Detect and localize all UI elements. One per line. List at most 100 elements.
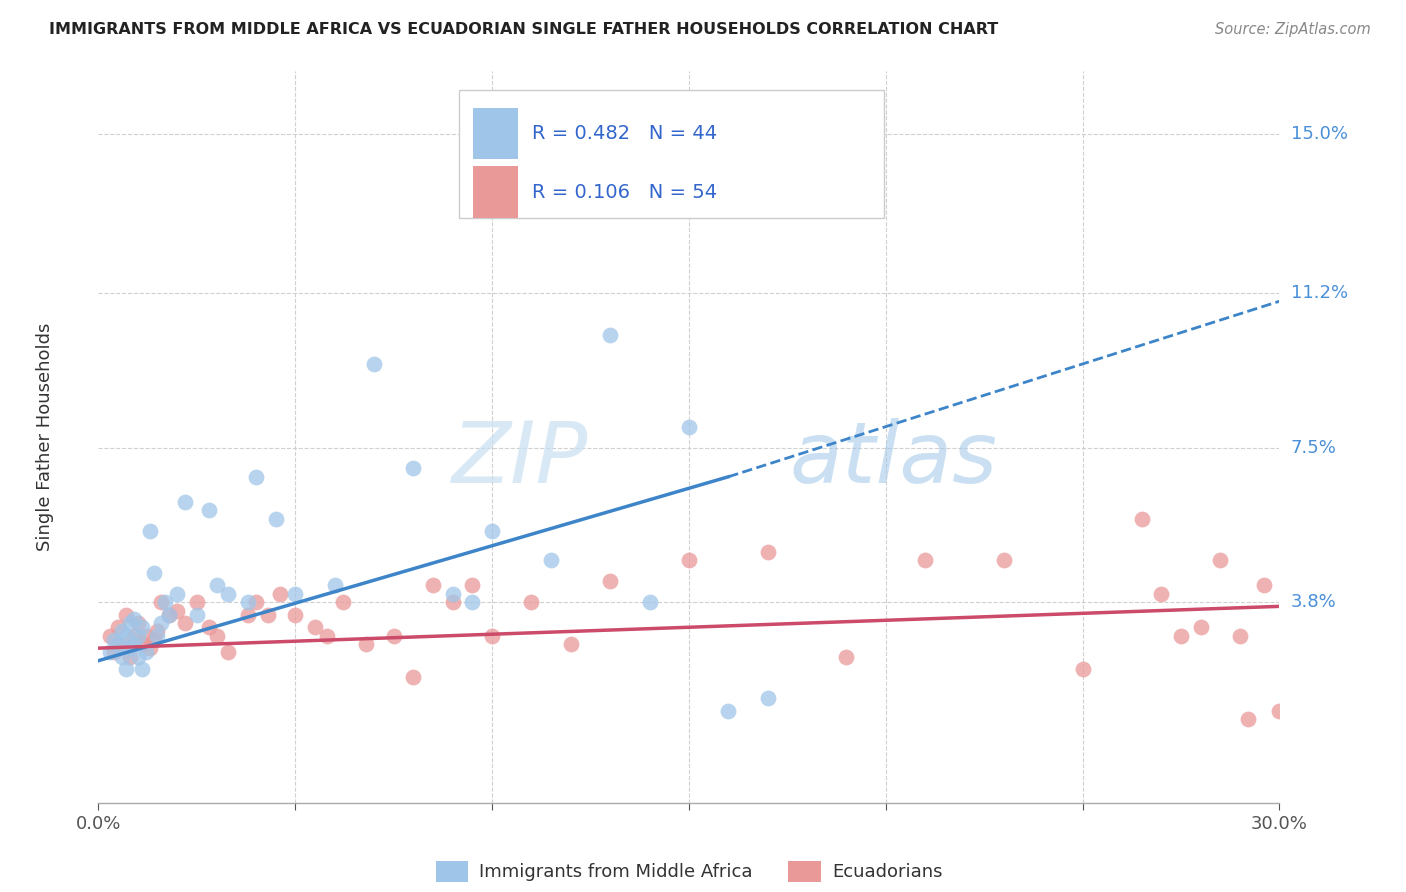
Point [304, 620, 326, 634]
Point [135, 645, 157, 659]
Point [835, 649, 858, 664]
Point [1189, 620, 1212, 634]
Point [256, 607, 278, 622]
Point [520, 595, 543, 609]
Point [186, 607, 208, 622]
Point [461, 595, 484, 609]
Point [138, 524, 160, 538]
Point [186, 595, 208, 609]
Point [236, 595, 259, 609]
Point [332, 595, 354, 609]
Point [157, 607, 180, 622]
Point [131, 637, 153, 651]
Point [354, 637, 377, 651]
Point [166, 587, 188, 601]
Point [135, 629, 157, 643]
Point [103, 645, 125, 659]
Point [993, 553, 1015, 567]
Point [422, 578, 444, 592]
Point [118, 641, 141, 656]
Point [98, 645, 121, 659]
Point [174, 495, 197, 509]
Point [481, 629, 503, 643]
Point [236, 607, 259, 622]
Point [142, 566, 165, 580]
Text: R = 0.482   N = 44: R = 0.482 N = 44 [531, 124, 717, 143]
Point [1130, 511, 1153, 525]
Point [323, 578, 346, 592]
Point [599, 327, 621, 342]
Text: 7.5%: 7.5% [1291, 439, 1337, 457]
Point [315, 629, 337, 643]
Point [1229, 629, 1251, 643]
Point [217, 645, 239, 659]
Point [217, 587, 239, 601]
Point [560, 637, 582, 651]
Point [111, 637, 134, 651]
Point [146, 624, 169, 639]
Point [1170, 629, 1192, 643]
Point [1209, 553, 1232, 567]
Point [155, 595, 177, 609]
Point [363, 357, 385, 371]
Point [118, 649, 141, 664]
Point [146, 629, 169, 643]
Point [197, 620, 219, 634]
Point [150, 595, 173, 609]
Point [678, 419, 700, 434]
Point [441, 587, 464, 601]
FancyBboxPatch shape [472, 108, 517, 159]
Point [127, 629, 149, 643]
Point [115, 607, 138, 622]
Point [540, 553, 562, 567]
Point [174, 616, 197, 631]
Point [197, 503, 219, 517]
Point [264, 511, 287, 525]
Point [1253, 578, 1275, 592]
Point [157, 607, 180, 622]
Point [678, 553, 700, 567]
Point [122, 629, 145, 643]
Point [245, 595, 267, 609]
Point [142, 632, 165, 647]
Point [111, 649, 134, 664]
Text: R = 0.106   N = 54: R = 0.106 N = 54 [531, 183, 717, 202]
Point [131, 620, 153, 634]
Point [131, 662, 153, 676]
Point [245, 470, 267, 484]
Point [98, 629, 121, 643]
Point [402, 461, 425, 475]
Point [599, 574, 621, 589]
Text: IMMIGRANTS FROM MIDDLE AFRICA VS ECUADORIAN SINGLE FATHER HOUSEHOLDS CORRELATION: IMMIGRANTS FROM MIDDLE AFRICA VS ECUADOR… [49, 22, 998, 37]
Text: 11.2%: 11.2% [1291, 284, 1348, 301]
Point [150, 616, 173, 631]
Point [402, 670, 425, 684]
Text: atlas: atlas [789, 417, 997, 500]
Point [166, 603, 188, 617]
FancyBboxPatch shape [458, 89, 884, 218]
Point [756, 545, 779, 559]
Legend: Immigrants from Middle Africa, Ecuadorians: Immigrants from Middle Africa, Ecuadoria… [429, 854, 949, 888]
Point [127, 649, 149, 664]
Point [107, 637, 129, 651]
Point [638, 595, 661, 609]
Point [481, 524, 503, 538]
Point [205, 629, 228, 643]
Point [115, 629, 138, 643]
Text: ZIP: ZIP [453, 417, 589, 500]
Point [269, 587, 291, 601]
Point [111, 624, 134, 639]
Text: Single Father Households: Single Father Households [37, 323, 55, 551]
Text: Source: ZipAtlas.com: Source: ZipAtlas.com [1215, 22, 1371, 37]
Point [756, 691, 779, 706]
Point [115, 662, 138, 676]
Point [382, 629, 405, 643]
Text: 3.8%: 3.8% [1291, 593, 1336, 611]
Point [914, 553, 936, 567]
Point [1268, 704, 1291, 718]
Point [122, 612, 145, 626]
Point [1150, 587, 1173, 601]
FancyBboxPatch shape [472, 167, 517, 218]
Point [138, 641, 160, 656]
Point [107, 620, 129, 634]
